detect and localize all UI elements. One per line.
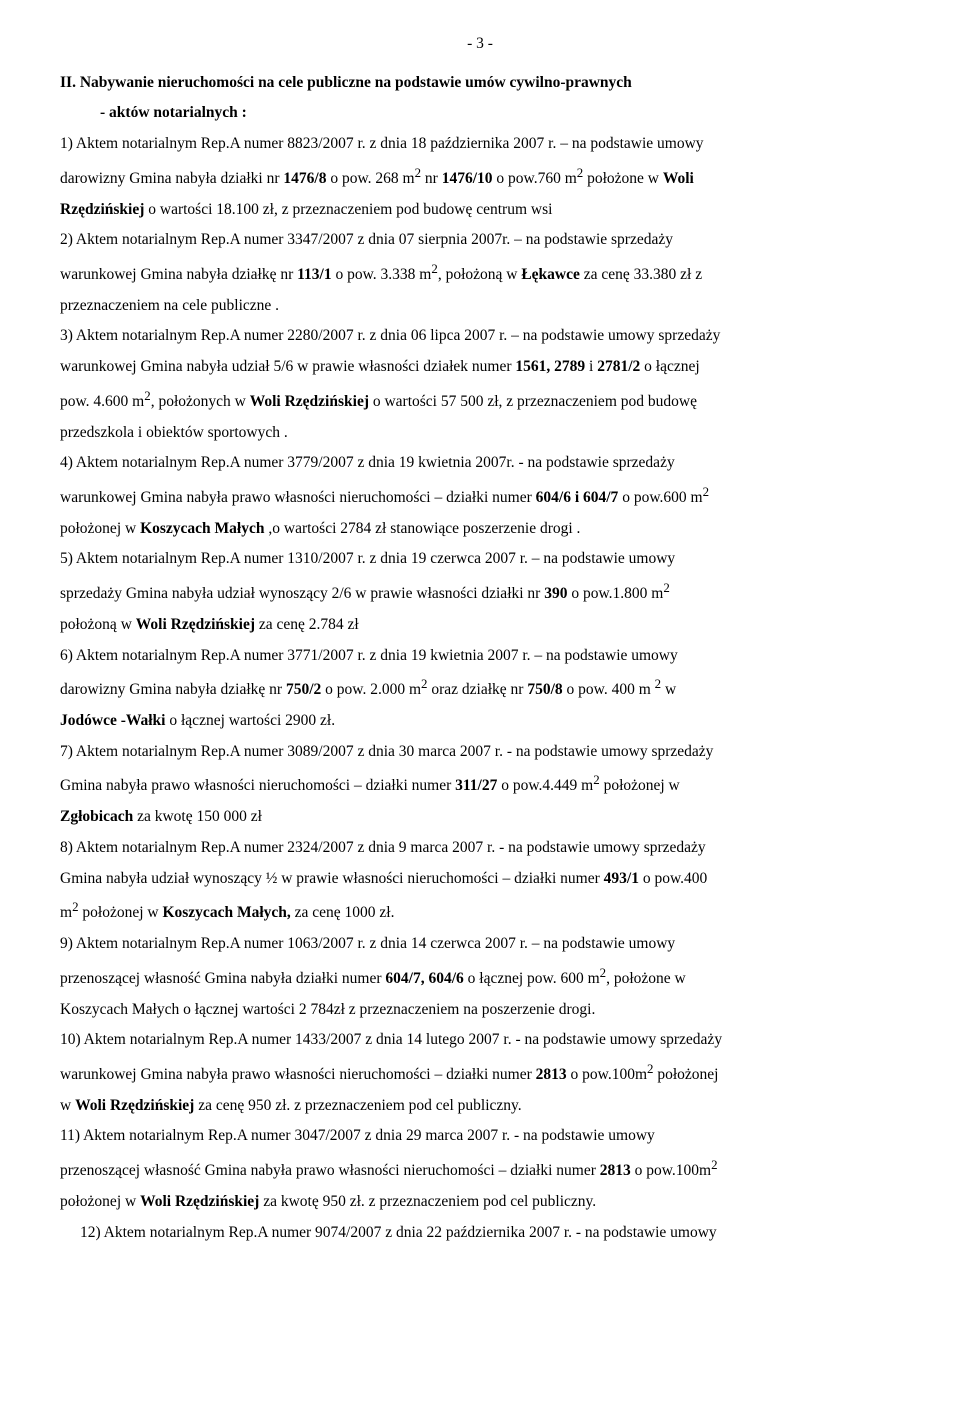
item-4-line-2: warunkowej Gmina nabyła prawo własności … — [60, 480, 900, 513]
item-3-line-2: warunkowej Gmina nabyła udział 5/6 w pra… — [60, 353, 900, 382]
page-number: - 3 - — [60, 30, 900, 59]
sub-title: - aktów notarialnych : — [60, 99, 900, 128]
section-heading: II. Nabywanie nieruchomości na cele publ… — [60, 69, 900, 98]
item-4-line-1: 4) Aktem notarialnym Rep.A numer 3779/20… — [60, 449, 900, 478]
item-6-line-2: darowizny Gmina nabyła działkę nr 750/2 … — [60, 672, 900, 705]
item-8-line-3: m2 położonej w Koszycach Małych, za cenę… — [60, 895, 900, 928]
item-10-line-1: 10) Aktem notarialnym Rep.A numer 1433/2… — [60, 1026, 900, 1055]
item-5-line-2: sprzedaży Gmina nabyła udział wynoszący … — [60, 576, 900, 609]
item-9-line-2: przenoszącej własność Gmina nabyła dział… — [60, 961, 900, 994]
item-7-line-2: Gmina nabyła prawo własności nieruchomoś… — [60, 768, 900, 801]
item-10-line-3: w Woli Rzędzińskiej za cenę 950 zł. z pr… — [60, 1092, 900, 1121]
item-9-line-3: Koszycach Małych o łącznej wartości 2 78… — [60, 996, 900, 1025]
item-8-line-2: Gmina nabyła udział wynoszący ½ w prawie… — [60, 865, 900, 894]
item-1-line-3: Rzędzińskiej o wartości 18.100 zł, z prz… — [60, 196, 900, 225]
item-7-line-3: Zgłobicach za kwotę 150 000 zł — [60, 803, 900, 832]
item-3-line-3: pow. 4.600 m2, położonych w Woli Rzędziń… — [60, 384, 900, 417]
item-2-line-3: przeznaczeniem na cele publiczne . — [60, 292, 900, 321]
item-8-line-1: 8) Aktem notarialnym Rep.A numer 2324/20… — [60, 834, 900, 863]
item-6-line-1: 6) Aktem notarialnym Rep.A numer 3771/20… — [60, 642, 900, 671]
item-7-line-1: 7) Aktem notarialnym Rep.A numer 3089/20… — [60, 738, 900, 767]
item-3-line-1: 3) Aktem notarialnym Rep.A numer 2280/20… — [60, 322, 900, 351]
sub-title-text: - aktów notarialnych : — [100, 104, 247, 121]
item-6-line-3: Jodówce -Wałki o łącznej wartości 2900 z… — [60, 707, 900, 736]
item-5-line-1: 5) Aktem notarialnym Rep.A numer 1310/20… — [60, 545, 900, 574]
item-9-line-1: 9) Aktem notarialnym Rep.A numer 1063/20… — [60, 930, 900, 959]
item-1-line-2: darowizny Gmina nabyła działki nr 1476/8… — [60, 161, 900, 194]
item-11-line-2: przenoszącej własność Gmina nabyła prawo… — [60, 1153, 900, 1186]
item-11-line-1: 11) Aktem notarialnym Rep.A numer 3047/2… — [60, 1122, 900, 1151]
item-4-line-3: położonej w Koszycach Małych ,o wartości… — [60, 515, 900, 544]
item-2-line-1: 2) Aktem notarialnym Rep.A numer 3347/20… — [60, 226, 900, 255]
item-11-line-3: położonej w Woli Rzędzińskiej za kwotę 9… — [60, 1188, 900, 1217]
item-5-line-3: położoną w Woli Rzędzińskiej za cenę 2.7… — [60, 611, 900, 640]
item-1-line-1: 1) Aktem notarialnym Rep.A numer 8823/20… — [60, 130, 900, 159]
item-3-line-4: przedszkola i obiektów sportowych . — [60, 419, 900, 448]
item-10-line-2: warunkowej Gmina nabyła prawo własności … — [60, 1057, 900, 1090]
item-12-line-1: 12) Aktem notarialnym Rep.A numer 9074/2… — [60, 1219, 900, 1248]
item-2-line-2: warunkowej Gmina nabyła działkę nr 113/1… — [60, 257, 900, 290]
